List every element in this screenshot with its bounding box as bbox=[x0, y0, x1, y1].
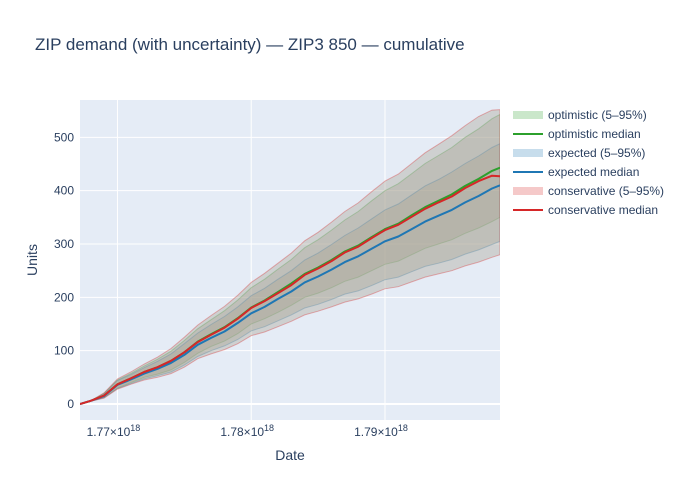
y-tick-label: 100 bbox=[54, 344, 74, 358]
legend-item-conservative-median[interactable]: conservative median bbox=[513, 203, 658, 217]
legend-item-expected-band[interactable]: expected (5–95%) bbox=[513, 146, 645, 160]
y-axis-label: Units bbox=[24, 244, 40, 276]
legend-label: expected (5–95%) bbox=[548, 146, 645, 160]
legend-label: expected median bbox=[548, 165, 639, 179]
legend-label: conservative median bbox=[548, 203, 658, 217]
x-axis-label: Date bbox=[275, 447, 305, 463]
data-layer bbox=[80, 109, 500, 405]
expected-median-line bbox=[80, 184, 500, 405]
legend-item-optimistic-median[interactable]: optimistic median bbox=[513, 127, 641, 141]
legend-item-expected-median[interactable]: expected median bbox=[513, 165, 639, 179]
legend-item-conservative-band[interactable]: conservative (5–95%) bbox=[513, 184, 664, 198]
y-tick-label: 400 bbox=[54, 184, 74, 198]
chart-title: ZIP demand (with uncertainty) — ZIP3 850… bbox=[35, 35, 465, 54]
grid bbox=[80, 100, 500, 420]
y-tick-label: 200 bbox=[54, 290, 74, 304]
legend-label: conservative (5–95%) bbox=[548, 184, 664, 198]
x-tick-label: 1.79×1018 bbox=[354, 423, 408, 439]
x-axis-ticks: 1.77×1018 1.78×1018 1.79×1018 bbox=[87, 423, 408, 439]
y-tick-label: 500 bbox=[54, 130, 74, 144]
conservative-median-line bbox=[80, 174, 500, 405]
y-axis-ticks: 0 100 200 300 400 500 bbox=[54, 130, 74, 411]
conservative-band bbox=[80, 109, 500, 405]
legend-item-optimistic-band[interactable]: optimistic (5–95%) bbox=[513, 108, 647, 122]
legend: optimistic (5–95%) optimistic median expec… bbox=[513, 108, 664, 217]
optimistic-band bbox=[80, 113, 500, 405]
x-tick-label: 1.77×1018 bbox=[87, 423, 141, 439]
x-tick-label: 1.78×1018 bbox=[220, 423, 274, 439]
legend-label: optimistic (5–95%) bbox=[548, 108, 647, 122]
legend-label: optimistic median bbox=[548, 127, 641, 141]
y-tick-label: 300 bbox=[54, 237, 74, 251]
plot-background[interactable] bbox=[80, 100, 500, 420]
expected-band bbox=[80, 143, 500, 405]
y-tick-label: 0 bbox=[67, 397, 74, 411]
